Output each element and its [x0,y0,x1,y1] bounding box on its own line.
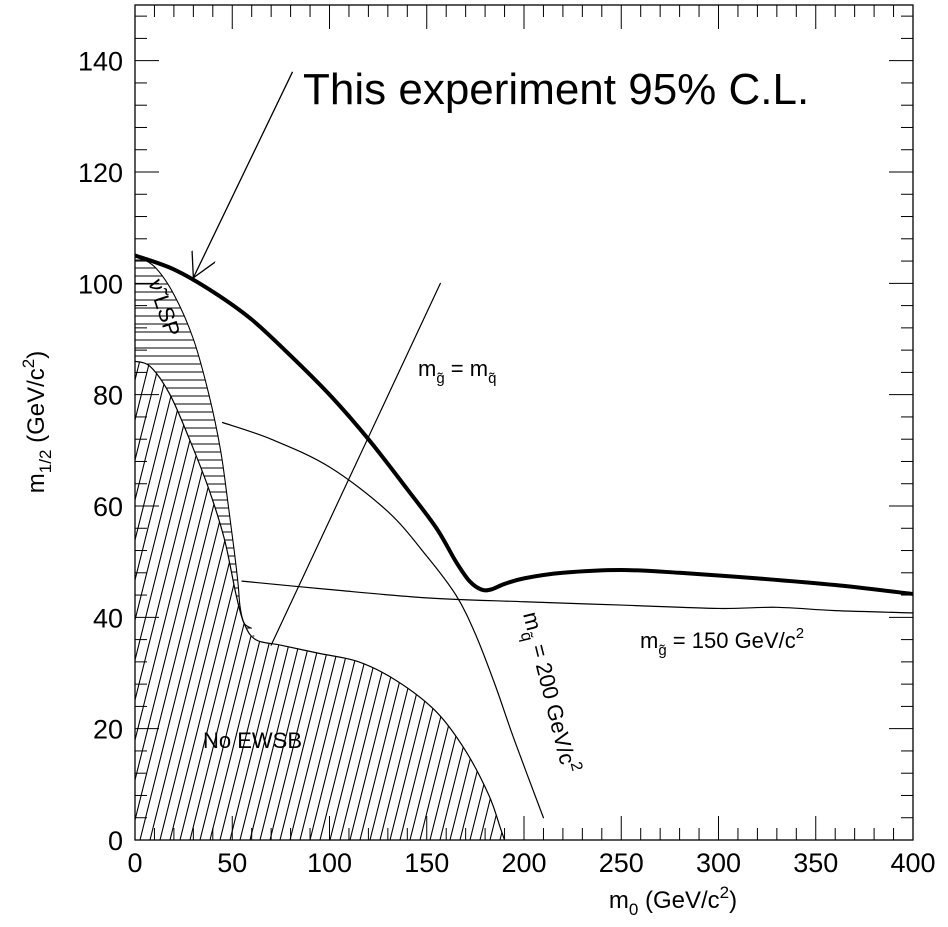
x-tick-label: 150 [404,848,449,878]
x-tick-label: 350 [793,848,838,878]
mg-150-sub: g̃ [658,642,666,659]
mg-150-mid: = 150 GeV/c [667,628,796,653]
y-tick-label: 20 [93,715,123,745]
y-tick-label: 140 [78,47,123,77]
y-tick-label: 60 [93,492,123,522]
no-ewsb-label: No EWSB [203,728,302,753]
x-axis-tail: (GeV/c [638,887,719,914]
mq-200-sup: 2 [567,760,586,773]
regions [135,255,506,840]
mg-eq-mq-m1: m [418,356,436,381]
x-axis-sup: 2 [720,883,729,902]
y-tick-label: 120 [78,158,123,188]
x-tick-label: 200 [501,848,546,878]
mq-200-mid: = 200 GeV/c [525,636,580,767]
x-tick-label: 300 [696,848,741,878]
y-axis-sup: 2 [19,359,38,368]
x-tick-label: 50 [217,848,247,878]
region-no-ewsb [135,361,505,840]
region-lsp-boundary [135,255,253,629]
y-axis-sub: 1/2 [36,450,55,474]
y-tick-label: 0 [108,826,123,856]
headline-arrow [193,71,294,278]
x-axis-main: m [609,887,629,914]
mg-150-m: m [640,628,658,653]
y-tick-label: 40 [93,603,123,633]
mg-eq-mq-sub2: q̃ [488,370,496,387]
x-axis-sub: 0 [629,900,638,919]
series-line-3 [270,282,441,646]
x-axis-close: ) [729,887,737,914]
region-lsp [135,255,256,640]
x-tick-label: 400 [890,848,935,878]
series-line-2 [241,580,913,614]
x-tick-label: 0 [127,848,142,878]
headline-annotation: This experiment 95% C.L. [303,65,809,114]
x-axis-title: m0 (GeV/c2) [609,883,737,919]
mg-eq-mq-label: mg̃ = mq̃ [418,356,496,387]
y-axis-main: m [23,473,50,493]
mq-200-label: mq̃ = 200 GeV/c2 [512,608,585,777]
mq-200-m: m [518,609,547,633]
y-tick-label: 80 [93,381,123,411]
x-tick-label: 100 [307,848,352,878]
x-tick-label: 250 [599,848,644,878]
y-axis-close: ) [23,351,50,359]
mg-eq-mq-mid: = m [445,356,488,381]
mg-150-sup: 2 [796,625,804,642]
axes: 0 50 100 150 200 250 300 350 400 0 20 40 60 80 100 120 1… [78,4,936,878]
series [135,253,913,819]
y-tick-label: 100 [78,269,123,299]
mq-200-sub: q̃ [517,630,536,643]
mg-eq-mq-sub1: g̃ [436,370,444,387]
series-line-0 [135,253,913,596]
series-line-1 [221,421,545,819]
mg-150-label: mg̃ = 150 GeV/c2 [640,625,804,659]
y-axis-tail: (GeV/c [23,368,50,449]
y-axis-title: m1/2 (GeV/c2) [19,351,55,493]
